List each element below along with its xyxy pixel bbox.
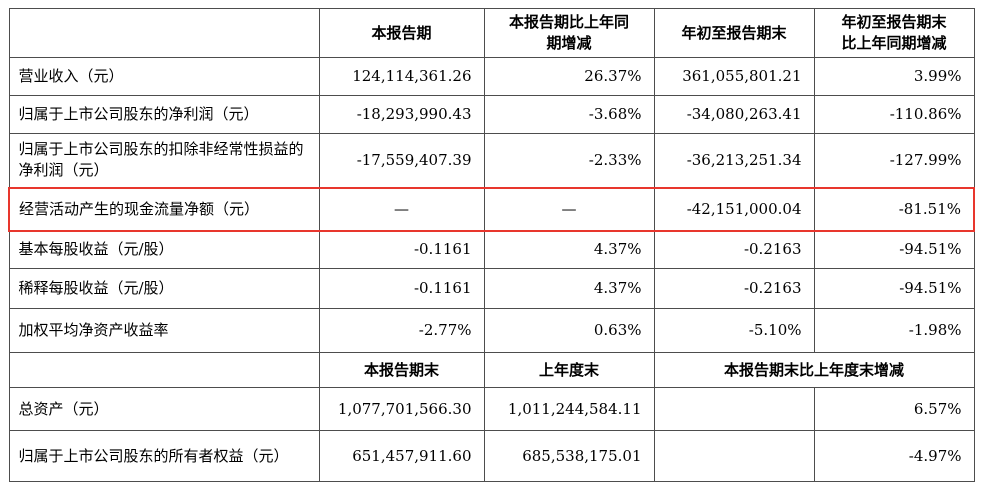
- cell-value: 4.37%: [483, 230, 655, 269]
- row-net-profit-attributable: 归属于上市公司股东的净利润（元） -18,293,990.43 -3.68% -…: [8, 95, 975, 134]
- cell-value: 3.99%: [813, 57, 975, 96]
- header-blank-cell: [8, 352, 320, 388]
- cell-value: 0.63%: [483, 308, 655, 353]
- row-label: 归属于上市公司股东的净利润（元）: [8, 95, 320, 134]
- cell-value: -110.86%: [813, 95, 975, 134]
- header-current-period-yoy-change: 本报告期比上年同 期增减: [483, 8, 655, 58]
- header-year-to-date-yoy-change: 年初至报告期末 比上年同期增减: [813, 8, 975, 58]
- row-weighted-avg-roe: 加权平均净资产收益率 -2.77% 0.63% -5.10% -1.98%: [8, 308, 975, 353]
- cell-value: 1,011,244,584.11: [483, 387, 655, 431]
- cell-value: 4.37%: [483, 268, 655, 309]
- period-header-row: 本报告期 本报告期比上年同 期增减 年初至报告期末 年初至报告期末 比上年同期增…: [8, 8, 975, 58]
- row-operating-cash-flow-highlighted: 经营活动产生的现金流量净额（元） — — -42,151,000.04 -81.…: [8, 186, 975, 232]
- row-total-assets: 总资产（元） 1,077,701,566.30 1,011,244,584.11…: [8, 387, 975, 431]
- cell-value: -0.2163: [653, 268, 815, 309]
- cell-value: -0.1161: [318, 268, 485, 309]
- cell-value: -34,080,263.41: [653, 95, 815, 134]
- row-label: 总资产（元）: [8, 387, 320, 431]
- header-year-to-date: 年初至报告期末: [653, 8, 815, 58]
- cell-value: 6.57%: [813, 387, 975, 431]
- cell-value: -1.98%: [813, 308, 975, 353]
- cell-empty: [653, 387, 815, 431]
- row-basic-eps: 基本每股收益（元/股） -0.1161 4.37% -0.2163 -94.51…: [8, 230, 975, 269]
- row-label: 加权平均净资产收益率: [8, 308, 320, 353]
- cell-value: -4.97%: [813, 430, 975, 482]
- cell-value: 651,457,911.60: [318, 430, 485, 482]
- cell-value: -0.1161: [318, 230, 485, 269]
- cell-value: -2.77%: [318, 308, 485, 353]
- cell-value: -42,151,000.04: [653, 186, 815, 232]
- cell-value: -0.2163: [653, 230, 815, 269]
- cell-value: 361,055,801.21: [653, 57, 815, 96]
- cell-value: -2.33%: [483, 133, 655, 188]
- row-label: 稀释每股收益（元/股）: [8, 268, 320, 309]
- cell-value: 685,538,175.01: [483, 430, 655, 482]
- financial-summary-table: 本报告期 本报告期比上年同 期增减 年初至报告期末 年初至报告期末 比上年同期增…: [8, 8, 975, 482]
- cell-value: -36,213,251.34: [653, 133, 815, 188]
- cell-value: —: [483, 186, 655, 232]
- cell-value: -5.10%: [653, 308, 815, 353]
- cell-value: 26.37%: [483, 57, 655, 96]
- cell-value: -18,293,990.43: [318, 95, 485, 134]
- row-label: 基本每股收益（元/股）: [8, 230, 320, 269]
- header-blank-cell: [8, 8, 320, 58]
- row-equity-attributable: 归属于上市公司股东的所有者权益（元） 651,457,911.60 685,53…: [8, 430, 975, 482]
- cell-empty: [653, 430, 815, 482]
- cell-value: —: [318, 186, 485, 232]
- cell-value: -17,559,407.39: [318, 133, 485, 188]
- cell-value: -81.51%: [813, 186, 975, 232]
- cell-value: -127.99%: [813, 133, 975, 188]
- cell-value: -3.68%: [483, 95, 655, 134]
- period-end-header-row: 本报告期末 上年度末 本报告期末比上年度末增减: [8, 352, 975, 388]
- cell-value: -94.51%: [813, 268, 975, 309]
- header-current-period: 本报告期: [318, 8, 485, 58]
- row-operating-revenue: 营业收入（元） 124,114,361.26 26.37% 361,055,80…: [8, 57, 975, 96]
- header-end-of-period: 本报告期末: [318, 352, 485, 388]
- header-change-vs-last-year-end: 本报告期末比上年度末增减: [653, 352, 975, 388]
- cell-value: 124,114,361.26: [318, 57, 485, 96]
- cell-value: 1,077,701,566.30: [318, 387, 485, 431]
- row-diluted-eps: 稀释每股收益（元/股） -0.1161 4.37% -0.2163 -94.51…: [8, 268, 975, 309]
- row-label: 营业收入（元）: [8, 57, 320, 96]
- cell-value: -94.51%: [813, 230, 975, 269]
- row-label: 归属于上市公司股东的扣除非经常性损益的净利润（元）: [8, 133, 320, 188]
- row-net-profit-excl-nonrecurring: 归属于上市公司股东的扣除非经常性损益的净利润（元） -17,559,407.39…: [8, 133, 975, 188]
- row-label: 归属于上市公司股东的所有者权益（元）: [8, 430, 320, 482]
- row-label: 经营活动产生的现金流量净额（元）: [8, 186, 320, 232]
- header-end-of-last-year: 上年度末: [483, 352, 655, 388]
